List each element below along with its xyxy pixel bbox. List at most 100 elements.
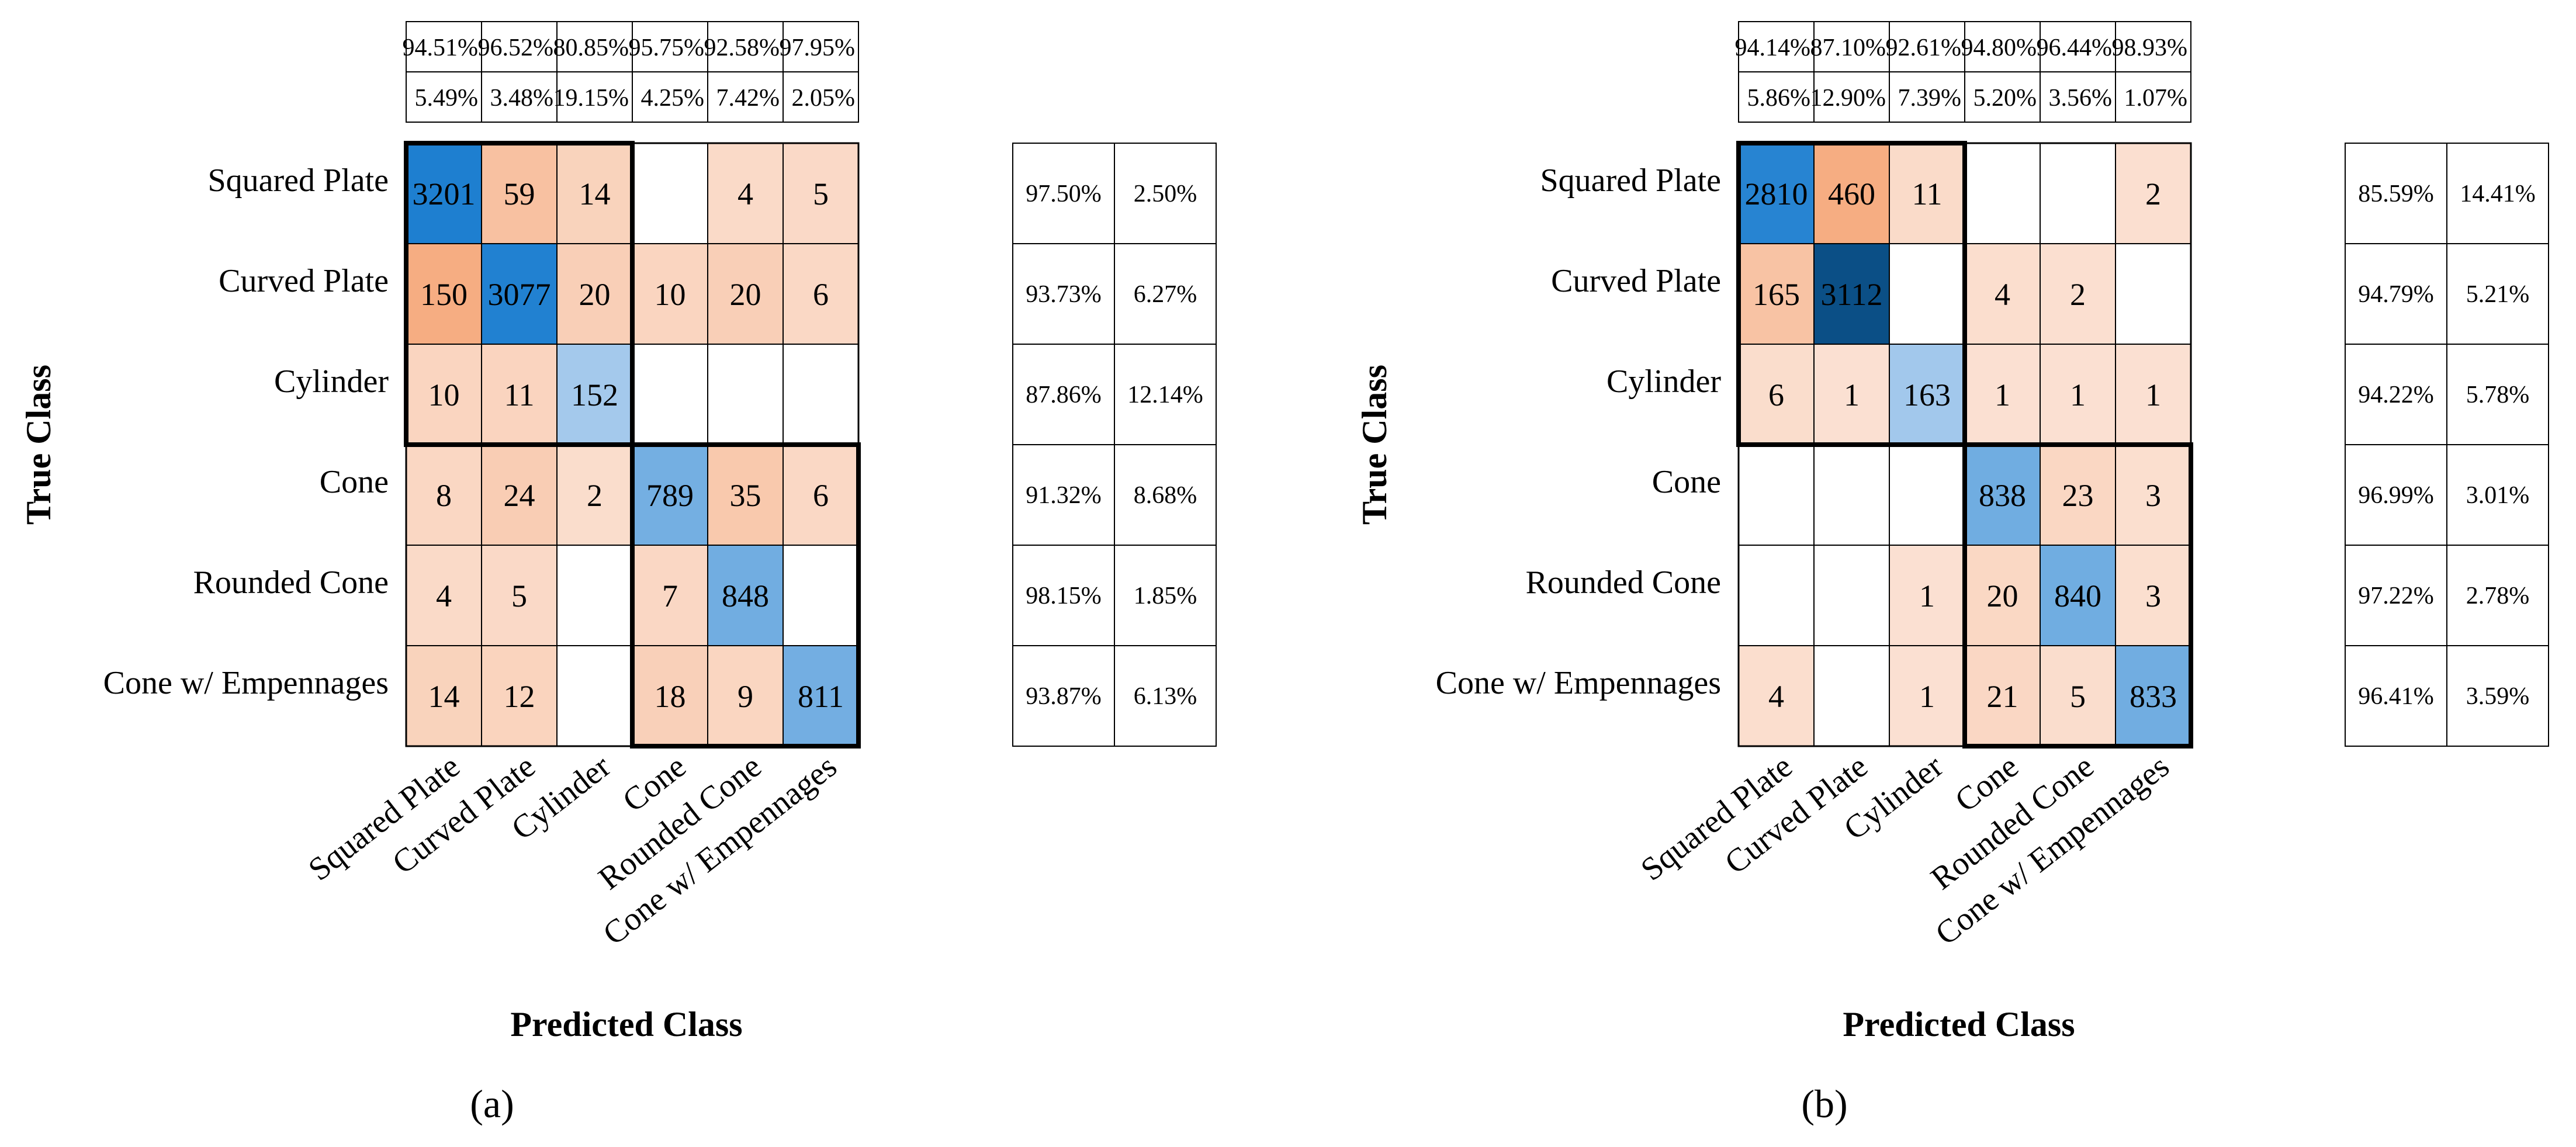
matrix-cell <box>406 344 482 445</box>
cell-value: 5 <box>2070 679 2086 714</box>
cell-value: 10 <box>655 277 686 312</box>
column-summary-correct: 95.75% <box>629 34 705 61</box>
cell-value: 152 <box>571 377 618 413</box>
row-summary-correct: 94.79% <box>2358 281 2434 308</box>
cell-value: 840 <box>2054 578 2101 614</box>
matrix-cell <box>1889 344 1965 445</box>
cell-value: 2810 <box>1745 176 1808 212</box>
x-axis-title: Predicted Class <box>510 1005 742 1044</box>
row-summary-cell <box>1114 645 1217 747</box>
matrix-cell <box>2115 243 2191 345</box>
cell-value: 4 <box>1768 679 1784 714</box>
row-summary-incorrect: 14.41% <box>2460 181 2536 207</box>
cell-value: 3201 <box>413 176 476 212</box>
row-label: Cylinder <box>1606 363 1721 400</box>
row-summary-correct: 94.22% <box>2358 382 2434 408</box>
y-axis-title: True Class <box>1355 365 1394 525</box>
matrix-cell <box>2040 344 2116 445</box>
matrix-cell <box>2040 143 2116 244</box>
row-label: Curved Plate <box>219 263 389 299</box>
row-summary-incorrect: 12.14% <box>1127 382 1203 408</box>
cell-value: 7 <box>662 578 678 614</box>
column-summary-cell <box>707 71 784 123</box>
row-summary-cell <box>2345 143 2447 244</box>
cell-value: 165 <box>1753 277 1800 312</box>
cell-value: 21 <box>1987 679 2018 714</box>
row-label: Squared Plate <box>1540 162 1721 199</box>
matrix-cell <box>556 344 633 445</box>
panel-label: (a) <box>470 1082 514 1126</box>
row-summary-cell <box>1114 545 1217 646</box>
cell-value: 23 <box>2062 478 2094 513</box>
x-axis-title: Predicted Class <box>1843 1005 2075 1044</box>
cell-value: 20 <box>579 277 611 312</box>
group-box <box>404 141 635 447</box>
matrix-cell <box>632 645 708 747</box>
cell-value: 11 <box>504 377 535 413</box>
column-summary-cell <box>481 71 558 123</box>
matrix-cell <box>406 243 482 345</box>
matrix-cell <box>1964 545 2041 646</box>
row-summary-cell <box>1012 344 1115 445</box>
cell-value: 838 <box>1979 478 2026 513</box>
row-summary-correct: 96.99% <box>2358 482 2434 509</box>
cell-value: 789 <box>646 478 694 513</box>
column-summary-incorrect: 2.05% <box>792 85 856 112</box>
column-summary-correct: 96.52% <box>478 34 554 61</box>
row-summary-incorrect: 6.13% <box>1134 683 1197 710</box>
matrix-cell <box>1889 143 1965 244</box>
column-summary-incorrect: 3.48% <box>490 85 554 112</box>
column-summary-cell <box>632 21 708 72</box>
cell-value: 1 <box>2145 377 2161 413</box>
matrix-cell <box>707 143 784 244</box>
cell-value: 35 <box>730 478 761 513</box>
column-summary-incorrect: 3.56% <box>2049 85 2113 112</box>
row-summary-cell <box>2446 444 2549 546</box>
column-summary-correct: 92.58% <box>704 34 780 61</box>
row-summary-cell <box>2345 344 2447 445</box>
matrix-cell <box>481 143 558 244</box>
column-summary-correct: 94.14% <box>1735 34 1811 61</box>
column-summary-cell <box>1738 21 1815 72</box>
column-summary-cell <box>783 71 859 123</box>
row-summary-incorrect: 3.59% <box>2466 683 2530 710</box>
row-summary-cell <box>2345 243 2447 345</box>
cell-value: 1 <box>1844 377 1860 413</box>
group-box <box>1962 442 2193 749</box>
row-summary-cell <box>1012 645 1115 747</box>
row-label: Squared Plate <box>208 162 389 199</box>
matrix-cell <box>1964 143 2041 244</box>
group-box <box>1736 141 1967 447</box>
column-summary-incorrect: 5.20% <box>1973 85 2037 112</box>
row-summary-correct: 91.32% <box>1026 482 1102 509</box>
cell-value: 5 <box>511 578 527 614</box>
cell-value: 9 <box>738 679 753 714</box>
column-summary-correct: 80.85% <box>553 34 629 61</box>
row-summary-correct: 96.41% <box>2358 683 2434 710</box>
column-summary-cell <box>1738 71 1815 123</box>
column-summary-correct: 98.93% <box>2112 34 2188 61</box>
column-summary-incorrect: 7.42% <box>716 85 780 112</box>
row-label: Curved Plate <box>1551 263 1721 299</box>
cell-value: 59 <box>504 176 535 212</box>
row-summary-correct: 98.15% <box>1026 583 1102 609</box>
row-summary-correct: 93.87% <box>1026 683 1102 710</box>
column-summary-cell <box>783 21 859 72</box>
column-summary-correct: 96.44% <box>2037 34 2113 61</box>
matrix-cell <box>556 545 633 646</box>
matrix-cell <box>1738 344 1815 445</box>
cell-value: 20 <box>1987 578 2018 614</box>
column-summary-cell <box>406 71 482 123</box>
row-summary-correct: 97.22% <box>2358 583 2434 609</box>
matrix-cell <box>2040 444 2116 546</box>
row-label: Cone w/ Empennages <box>1436 665 1721 701</box>
matrix-cell <box>632 143 708 244</box>
matrix-cell <box>1964 444 2041 546</box>
cell-value: 848 <box>722 578 769 614</box>
row-summary-incorrect: 3.01% <box>2466 482 2530 509</box>
matrix-cell <box>783 545 859 646</box>
cell-value: 4 <box>436 578 452 614</box>
cell-value: 18 <box>655 679 686 714</box>
